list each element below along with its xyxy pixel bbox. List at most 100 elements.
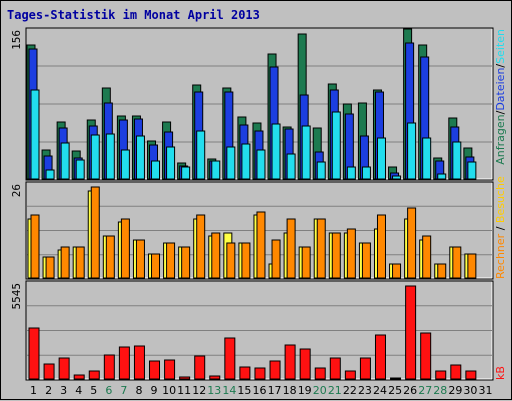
y-axis-max-labels: 156 26 5545 [10,30,23,310]
bar-kb-day-28 [435,370,447,380]
x-tick-label: 15 [237,384,251,397]
x-tick-label: 3 [60,384,67,397]
bar-seiten-day-30 [467,161,477,180]
bar-kb-day-3 [58,357,70,380]
bar-seiten-day-2 [45,169,55,180]
bar-seiten-day-5 [90,134,100,180]
chart-title: Tages-Statistik im Monat April 2013 [7,8,260,22]
x-axis-labels: 1 2 3 4 5 6 7 8 9 10 11 12 13 14 15 16 17 18 19 20 21 22 23 24 2… [30,384,492,397]
bar-besuche-day-25 [392,263,402,279]
x-tick-label: 19 [298,384,312,397]
x-tick-label: 6 [105,384,112,397]
bar-seiten-day-10 [166,146,176,180]
bar-seiten-day-14 [226,146,236,180]
bar-kb-day-22 [344,370,356,380]
bar-kb-day-19 [299,348,311,380]
bar-seiten-day-11 [181,166,191,180]
bar-kb-day-20 [314,367,326,380]
legend-entry: Seiten [494,29,507,64]
x-tick-label: 21 [328,384,342,397]
bar-seiten-day-6 [105,133,115,180]
panel-kbytes [25,280,494,381]
bar-kb-day-25 [390,377,402,380]
legend-entry: kB [494,366,507,380]
x-tick-label: 10 [162,384,176,397]
x-tick-label: 29 [448,384,462,397]
bar-kb-day-13 [209,375,221,380]
bar-seiten-day-8 [135,135,145,180]
x-tick-label: 17 [268,384,282,397]
bar-kb-day-10 [164,359,176,380]
bar-besuche-day-8 [135,239,145,279]
bar-kb-day-9 [149,360,161,380]
bar-seiten-day-15 [241,143,251,180]
bar-besuche-day-1 [30,214,40,279]
bar-kb-day-16 [254,367,266,380]
bar-seiten-day-25 [392,175,402,180]
x-tick-label: 18 [283,384,297,397]
x-tick-label: 11 [177,384,191,397]
bar-seiten-day-9 [151,160,161,180]
bar-besuche-day-17 [271,239,281,279]
x-tick-label: 20 [313,384,327,397]
x-tick-label: 13 [207,384,221,397]
bar-kb-day-11 [179,376,191,380]
x-tick-label: 30 [463,384,477,397]
x-tick-label: 26 [403,384,417,397]
bar-kb-day-2 [43,363,55,380]
bar-seiten-day-12 [196,130,206,180]
bar-besuche-day-23 [361,242,371,279]
x-tick-label: 12 [192,384,206,397]
bar-kb-day-21 [329,357,341,380]
bar-seiten-day-23 [361,166,371,180]
bar-seiten-day-29 [452,141,462,180]
y-max-label: 26 [10,184,23,197]
bar-kb-day-29 [450,364,462,380]
bar-seiten-day-17 [271,123,281,180]
bar-kb-day-17 [269,360,281,380]
bar-besuche-day-15 [241,242,251,279]
bar-seiten-day-22 [346,166,356,180]
x-tick-label: 23 [358,384,372,397]
bar-kb-day-5 [88,370,100,380]
x-tick-label: 27 [418,384,432,397]
legend-entry: Rechner [494,233,507,279]
bar-besuche-day-28 [437,263,447,279]
bar-kb-day-23 [359,357,371,380]
bar-besuche-day-3 [60,246,70,279]
x-tick-label: 22 [343,384,357,397]
bar-kb-day-7 [118,346,130,380]
bar-besuche-day-22 [346,228,356,279]
legend-entry: Dateien [494,68,507,111]
y-max-label: 5545 [10,283,23,310]
bar-seiten-day-1 [30,89,40,180]
bar-seiten-day-28 [437,173,447,180]
side-legend: Rechner / Besuche [494,176,507,279]
bar-seiten-day-18 [286,153,296,180]
bar-besuche-day-4 [75,246,85,279]
bar-kb-day-6 [103,354,115,380]
bar-kb-day-4 [73,374,85,380]
y-max-label: 156 [10,30,23,50]
x-tick-label: 16 [253,384,267,397]
x-tick-label: 28 [433,384,447,397]
panel-hits-files-pages [25,27,494,181]
bar-besuche-day-12 [196,214,206,279]
bar-besuche-day-30 [467,253,477,279]
x-tick-label: 4 [75,384,82,397]
side-legend: Anfragen/Dateien/Seiten [494,29,507,165]
x-tick-label: 24 [373,384,387,397]
x-tick-label: 5 [90,384,97,397]
x-tick-label: 25 [388,384,402,397]
panel-visits-hosts [25,181,494,280]
bar-kb-day-12 [194,355,206,380]
bar-besuche-day-13 [211,232,221,279]
bar-besuche-day-29 [452,246,462,279]
bar-seiten-day-24 [376,137,386,180]
bar-seiten-day-27 [422,137,432,180]
bar-besuche-day-18 [286,218,296,279]
bar-seiten-day-7 [120,149,130,180]
bar-kb-day-8 [133,345,145,380]
bar-besuche-day-5 [90,186,100,279]
bar-besuche-day-6 [105,235,115,279]
